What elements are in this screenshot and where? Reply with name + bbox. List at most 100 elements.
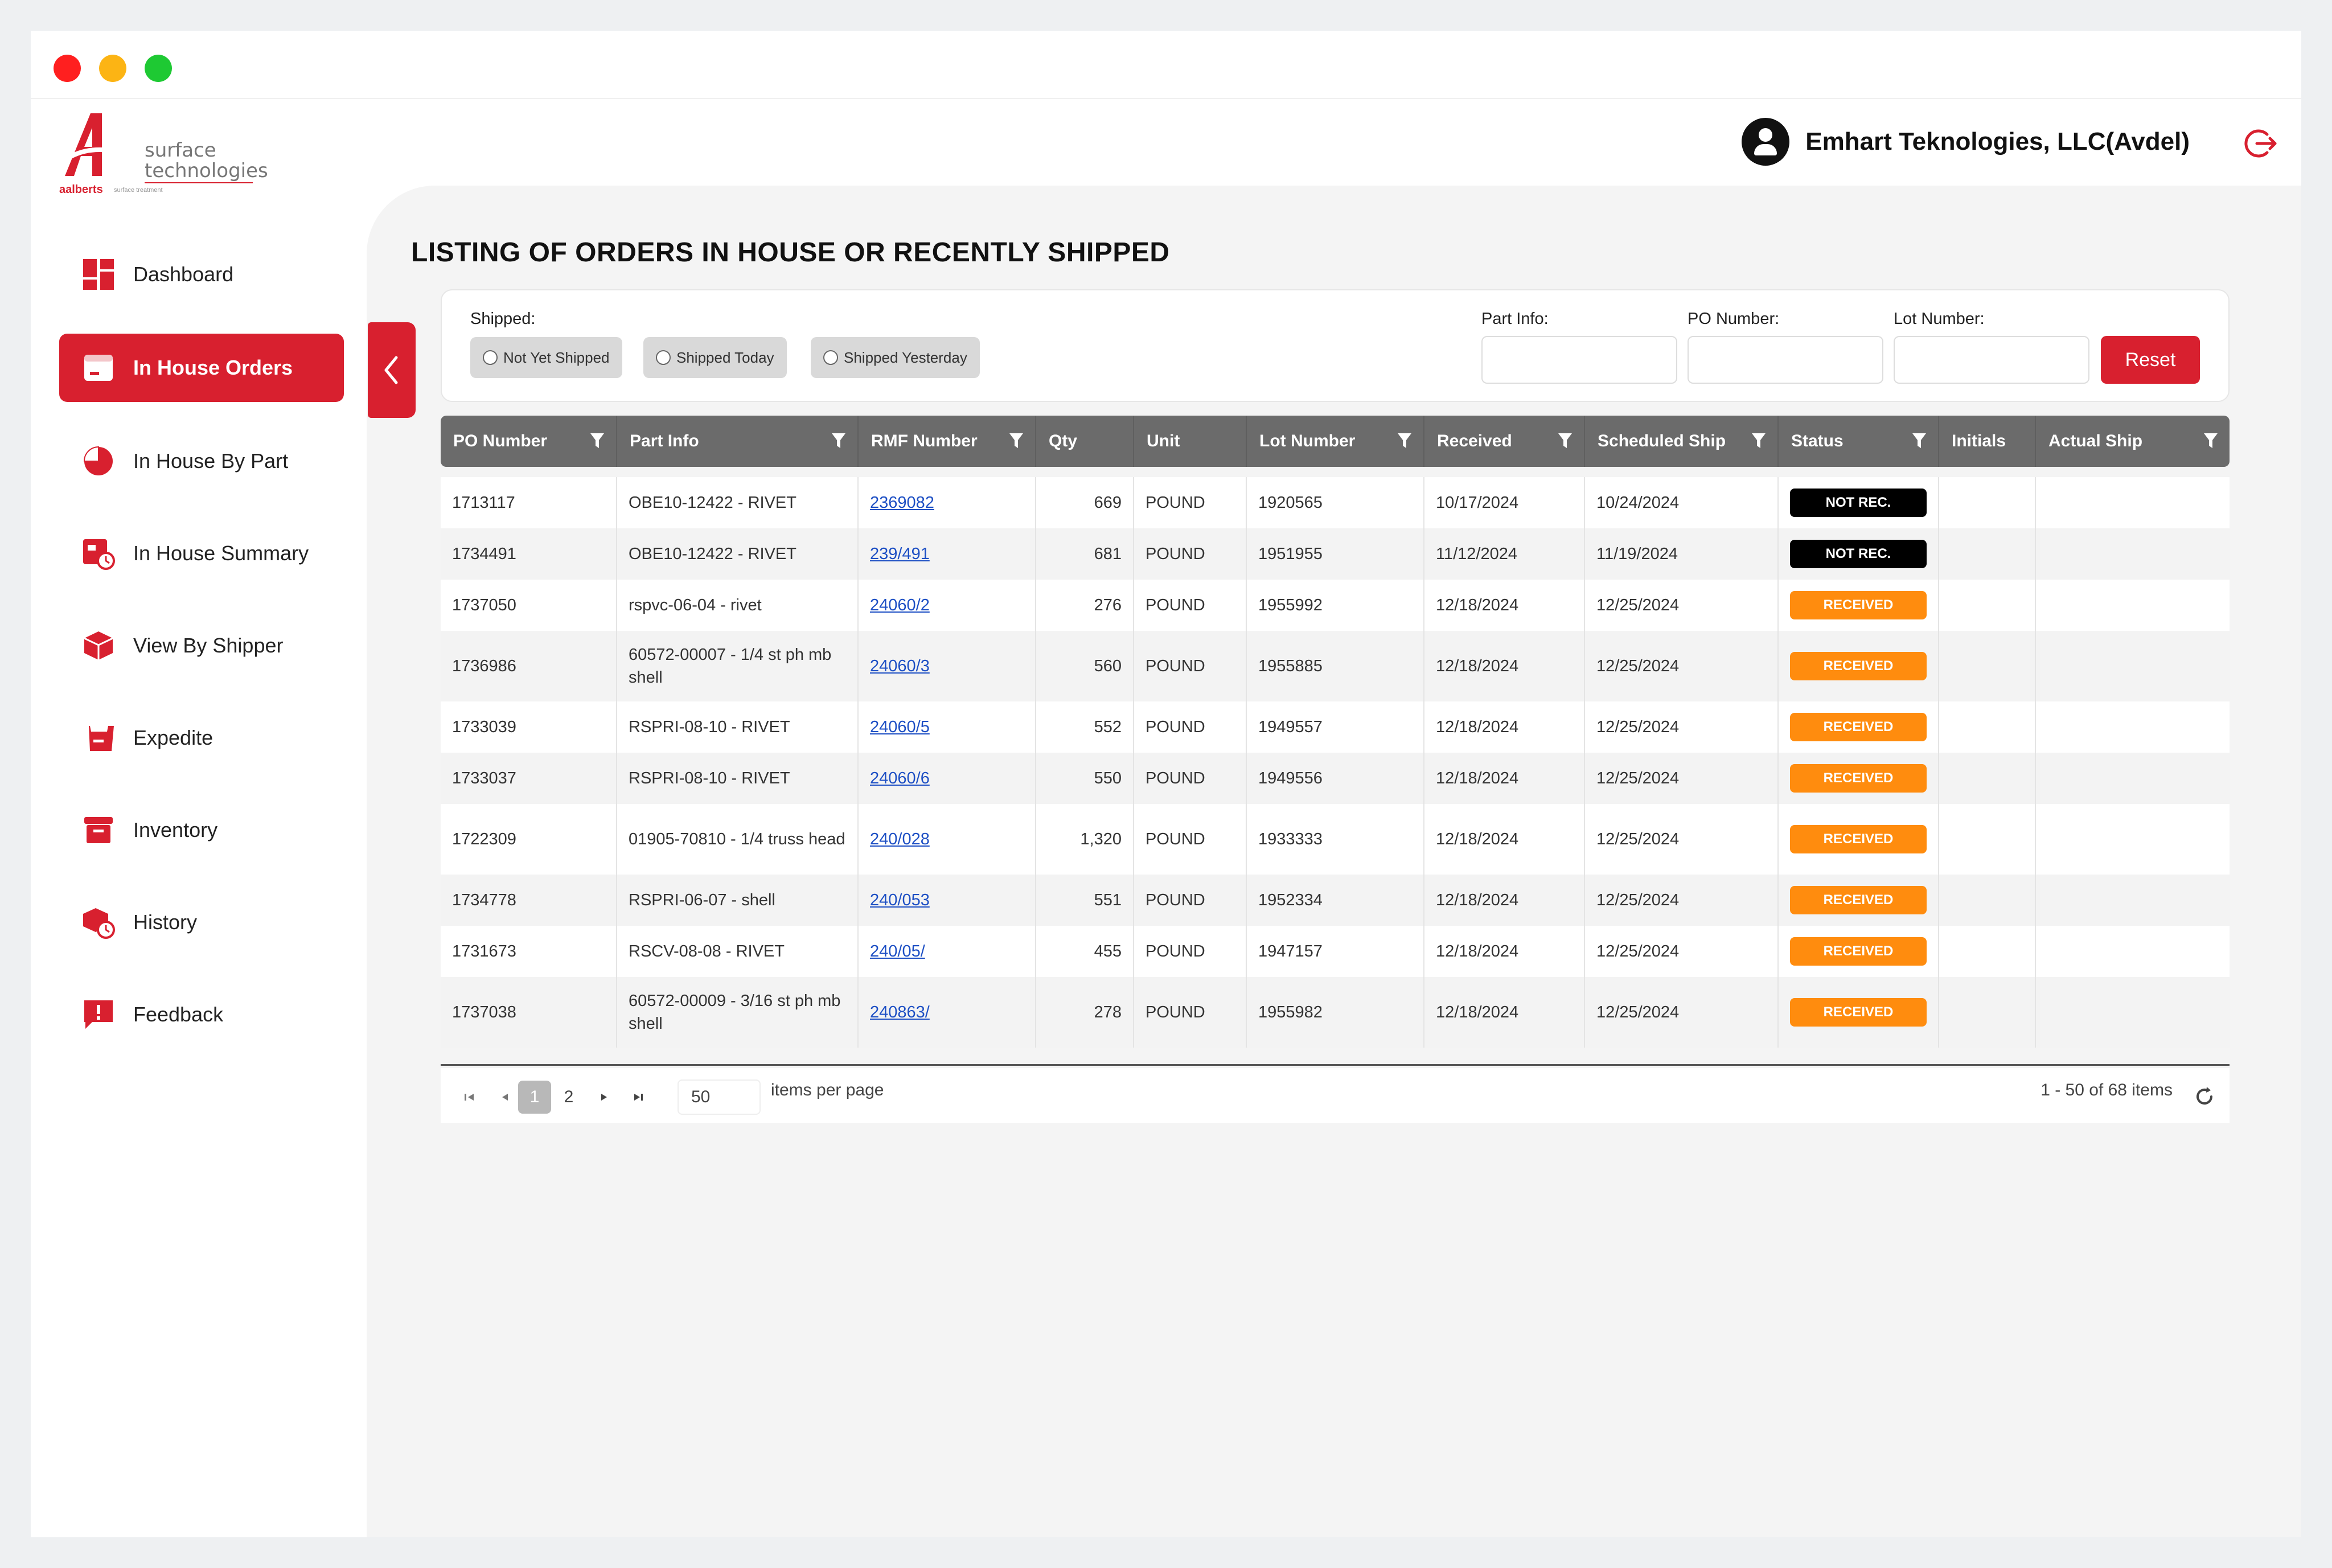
cell-rmf[interactable]: 24060/3 — [859, 631, 1036, 701]
column-header-initials[interactable]: Initials — [1939, 416, 2036, 467]
cell-text: 12/18/2024 — [1436, 942, 1519, 960]
cell-text: 1949557 — [1258, 718, 1323, 736]
column-header-po-number[interactable]: PO Number — [441, 416, 617, 467]
page-button-1[interactable]: 1 — [518, 1081, 551, 1114]
column-header-part-info[interactable]: Part Info — [617, 416, 859, 467]
column-header-rmf-number[interactable]: RMF Number — [859, 416, 1036, 467]
radio-shipped-yesterday[interactable]: Shipped Yesterday — [811, 337, 980, 378]
sidebar-item-feedback[interactable]: Feedback — [59, 980, 344, 1049]
column-header-label: Status — [1791, 432, 1844, 450]
cell-text: 12/25/2024 — [1596, 769, 1680, 787]
cell-text: 669 — [1094, 494, 1122, 512]
filter-funnel-icon[interactable] — [831, 432, 846, 450]
cell-rmf[interactable]: 24060/6 — [859, 753, 1036, 804]
logout-icon[interactable] — [2244, 126, 2278, 161]
sidebar-item-expedite[interactable]: Expedite — [59, 704, 344, 772]
sidebar-item-inventory[interactable]: Inventory — [59, 796, 344, 864]
radio-shipped-today[interactable]: Shipped Today — [643, 337, 787, 378]
table-row[interactable]: 1722309 01905-70810 - 1/4 truss head 240/0… — [441, 804, 2230, 875]
filter-funnel-icon[interactable] — [1912, 432, 1927, 450]
cell-text[interactable]: 240863/ — [870, 1003, 930, 1021]
cell-rmf[interactable]: 240/053 — [859, 875, 1036, 926]
column-header-received[interactable]: Received — [1424, 416, 1585, 467]
table-row[interactable]: 1737038 60572-00009 - 3/16 st ph mb shell… — [441, 977, 2230, 1048]
cell-rmf[interactable]: 24060/2 — [859, 580, 1036, 631]
first-page-icon[interactable] — [453, 1081, 486, 1114]
cell-text[interactable]: 240/053 — [870, 891, 930, 909]
radio-label: Shipped Today — [676, 348, 774, 366]
cell-rmf[interactable]: 240/05/ — [859, 926, 1036, 977]
cell-unit: POUND — [1134, 528, 1247, 580]
cell-text: 11/12/2024 — [1436, 545, 1517, 563]
table-row[interactable]: 1734491 OBE10-12422 - RIVET 239/491 681 POUN… — [441, 528, 2230, 580]
table-row[interactable]: 1733039 RSPRI-08-10 - RIVET 24060/5 552 POUN… — [441, 701, 2230, 753]
cell-text: 12/18/2024 — [1436, 596, 1519, 614]
column-header-lot-number[interactable]: Lot Number — [1247, 416, 1424, 467]
cell-text[interactable]: 24060/3 — [870, 657, 930, 675]
column-header-scheduled-ship[interactable]: Scheduled Ship — [1585, 416, 1779, 467]
sidebar-item-dashboard[interactable]: Dashboard — [59, 240, 344, 309]
close-window-button[interactable] — [54, 55, 81, 82]
filter-funnel-icon[interactable] — [1558, 432, 1573, 450]
po-number-input[interactable] — [1688, 336, 1883, 384]
table-row[interactable]: 1733037 RSPRI-08-10 - RIVET 24060/6 550 POUN… — [441, 753, 2230, 804]
filter-funnel-icon[interactable] — [1009, 432, 1024, 450]
cell-text[interactable]: 2369082 — [870, 494, 934, 512]
sidebar-item-in-house-orders[interactable]: In House Orders — [59, 334, 344, 402]
filter-funnel-icon[interactable] — [1397, 432, 1412, 450]
company-logo[interactable]: surface technologies aalberts surface tr… — [59, 110, 268, 207]
page-size-input[interactable]: 50 — [678, 1079, 761, 1115]
last-page-icon[interactable] — [622, 1081, 655, 1114]
column-header-qty[interactable]: Qty — [1036, 416, 1134, 467]
sidebar-item-history[interactable]: History — [59, 888, 344, 957]
page-button-2[interactable]: 2 — [564, 1087, 574, 1106]
table-row[interactable]: 1737050 rspvc-06-04 - rivet 24060/2 276 POUN… — [441, 580, 2230, 631]
cell-po: 1734491 — [441, 528, 617, 580]
cell-text[interactable]: 24060/5 — [870, 718, 930, 736]
cell-text[interactable]: 24060/6 — [870, 769, 930, 787]
sidebar-item-in-house-by-part[interactable]: In House By Part — [59, 427, 344, 495]
user-menu[interactable]: Emhart Teknologies, LLC(Avdel) — [1742, 116, 2190, 167]
table-row[interactable]: 1731673 RSCV-08-08 - RIVET 240/05/455 POUND… — [441, 926, 2230, 977]
cell-part: RSPRI-08-10 - RIVET — [617, 701, 859, 753]
reset-button[interactable]: Reset — [2101, 336, 2200, 384]
logo-text-technologies: technologies — [145, 159, 268, 182]
maximize-window-button[interactable] — [145, 55, 172, 82]
cell-rmf[interactable]: 240/028 — [859, 804, 1036, 875]
cell-rmf[interactable]: 240863/ — [859, 977, 1036, 1048]
cell-lot: 1955885 — [1247, 631, 1424, 701]
next-page-icon[interactable] — [588, 1081, 621, 1114]
table-row[interactable]: 1734778 RSPRI-06-07 - shell 240/053 551 POUN… — [441, 875, 2230, 926]
column-header-status[interactable]: Status — [1779, 416, 1939, 467]
cell-text: 12/25/2024 — [1596, 718, 1680, 736]
filter-funnel-icon[interactable] — [2203, 432, 2218, 450]
cell-lot: 1955982 — [1247, 977, 1424, 1048]
cell-text[interactable]: 240/05/ — [870, 942, 925, 960]
column-header-unit[interactable]: Unit — [1134, 416, 1247, 467]
cell-text[interactable]: 239/491 — [870, 545, 930, 563]
table-row[interactable]: 1713117 OBE10-12422 - RIVET 2369082 669 POUN… — [441, 477, 2230, 528]
cell-rmf[interactable]: 239/491 — [859, 528, 1036, 580]
sidebar-item-view-by-shipper[interactable]: View By Shipper — [59, 611, 344, 680]
cell-initials — [1939, 580, 2036, 631]
collapse-sidebar-button[interactable] — [368, 322, 416, 418]
table-row[interactable]: 1736986 60572-00007 - 1/4 st ph mb shell 2… — [441, 631, 2230, 701]
prev-page-icon[interactable] — [488, 1081, 522, 1114]
radio-not-yet-shipped[interactable]: Not Yet Shipped — [470, 337, 622, 378]
sidebar-item-in-house-summary[interactable]: In House Summary — [59, 519, 344, 588]
cell-text[interactable]: 240/028 — [870, 830, 930, 848]
cell-actual — [2036, 804, 2230, 875]
lot-number-input[interactable] — [1894, 336, 2089, 384]
cell-rmf[interactable]: 2369082 — [859, 477, 1036, 528]
filter-funnel-icon[interactable] — [1751, 432, 1766, 450]
cell-rmf[interactable]: 24060/5 — [859, 701, 1036, 753]
orders-icon — [84, 355, 113, 381]
cell-text[interactable]: 24060/2 — [870, 596, 930, 614]
refresh-icon[interactable] — [2192, 1084, 2217, 1109]
minimize-window-button[interactable] — [99, 55, 126, 82]
cell-text: 12/18/2024 — [1436, 769, 1519, 787]
column-header-actual-ship[interactable]: Actual Ship — [2036, 416, 2230, 467]
filter-funnel-icon[interactable] — [590, 432, 605, 450]
part-info-input[interactable] — [1481, 336, 1677, 384]
cell-text: POUND — [1146, 1003, 1205, 1021]
